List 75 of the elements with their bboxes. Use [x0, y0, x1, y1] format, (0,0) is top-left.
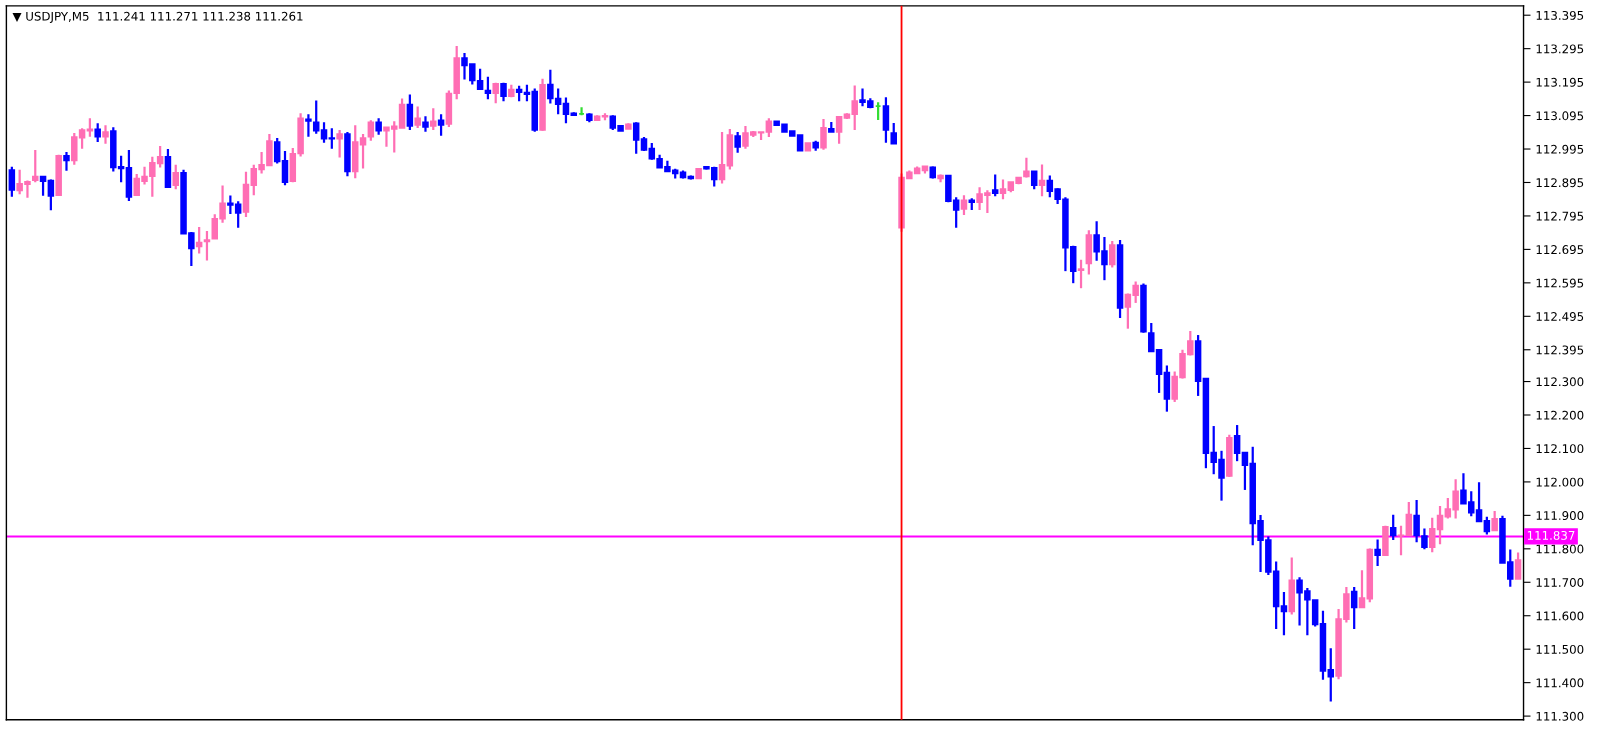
candlestick — [328, 127, 336, 150]
y-tick-label: 112.895 — [1536, 178, 1584, 188]
candlestick — [718, 130, 726, 185]
candlestick — [999, 178, 1007, 201]
candlestick — [203, 229, 211, 262]
candlestick — [1374, 538, 1381, 567]
candlestick — [86, 117, 94, 138]
candlestick — [890, 121, 897, 145]
y-tick-label: 113.395 — [1536, 10, 1584, 20]
candlestick — [406, 93, 414, 132]
y-tick-label: 112.000 — [1536, 477, 1584, 487]
y-tick-label: 111.700 — [1536, 578, 1584, 587]
y-tick-label: 112.695 — [1536, 245, 1584, 255]
candlestick — [1397, 524, 1405, 557]
y-tick-label: 111.900 — [1536, 511, 1584, 521]
candlestick — [1436, 504, 1444, 546]
candlestick — [437, 113, 445, 137]
chart-title: ▼ USDJPY,M5 111.241 111.271 111.238 111.261 — [12, 11, 303, 23]
candlestick — [273, 136, 281, 165]
candlestick — [1077, 258, 1085, 290]
y-tick-label: 111.600 — [1536, 611, 1584, 621]
candlestick — [39, 175, 47, 197]
candlestick — [734, 130, 741, 154]
candlestick — [765, 117, 773, 139]
y-tick-label: 112.395 — [1536, 345, 1584, 355]
candlestick — [1327, 647, 1335, 703]
candlestick — [367, 119, 375, 142]
candlestick — [195, 225, 203, 255]
candlestick — [820, 117, 827, 151]
y-tick-label: 112.995 — [1536, 144, 1584, 154]
candlestick — [632, 121, 640, 155]
candlestick — [47, 178, 55, 212]
candlestick — [1038, 163, 1046, 198]
candlestick — [1108, 239, 1116, 269]
candlestick — [172, 163, 179, 191]
candlestick — [359, 132, 367, 170]
candlestick — [1491, 509, 1498, 532]
y-tick-label: 113.295 — [1536, 44, 1584, 54]
candlestick — [1233, 423, 1241, 463]
y-tick-label: 112.495 — [1536, 312, 1584, 321]
candlestick — [1280, 590, 1288, 637]
candlestick — [882, 96, 890, 144]
candlestick — [1350, 585, 1358, 631]
candlestick — [1389, 513, 1397, 542]
y-tick-label: 111.500 — [1536, 644, 1584, 654]
candlestick — [562, 96, 570, 125]
y-tick-label: 112.300 — [1536, 377, 1584, 387]
candlestick — [484, 75, 492, 101]
candlestick — [336, 128, 343, 159]
candlestick — [63, 150, 70, 172]
candlestick — [1514, 551, 1522, 581]
candlestick — [430, 107, 437, 132]
candlestick — [835, 115, 843, 145]
y-tick-label: 111.400 — [1536, 678, 1584, 688]
y-tick-label: 113.195 — [1536, 77, 1584, 87]
y-tick-label: 112.200 — [1536, 410, 1584, 420]
candlestick — [102, 124, 109, 145]
y-tick-label: 113.095 — [1536, 111, 1584, 121]
candlestick — [32, 148, 39, 184]
candlestick — [8, 165, 16, 198]
candlestick — [1405, 500, 1413, 537]
y-tick-label: 111.800 — [1536, 544, 1584, 554]
candlestick — [1358, 569, 1366, 609]
candlestick — [320, 121, 328, 144]
candlestick — [1428, 516, 1436, 554]
y-tick-label: 112.100 — [1536, 444, 1584, 454]
y-tick-label: 111.300 — [1536, 711, 1584, 721]
candlestick — [281, 149, 289, 187]
candlestick — [414, 105, 421, 130]
ref-line-label: 111.837 — [1527, 530, 1575, 540]
y-tick-label: 112.595 — [1536, 278, 1584, 288]
candlestick — [991, 173, 999, 198]
y-tick-label: 112.795 — [1536, 211, 1584, 221]
candlestick — [94, 122, 101, 144]
candlestick — [960, 194, 968, 217]
